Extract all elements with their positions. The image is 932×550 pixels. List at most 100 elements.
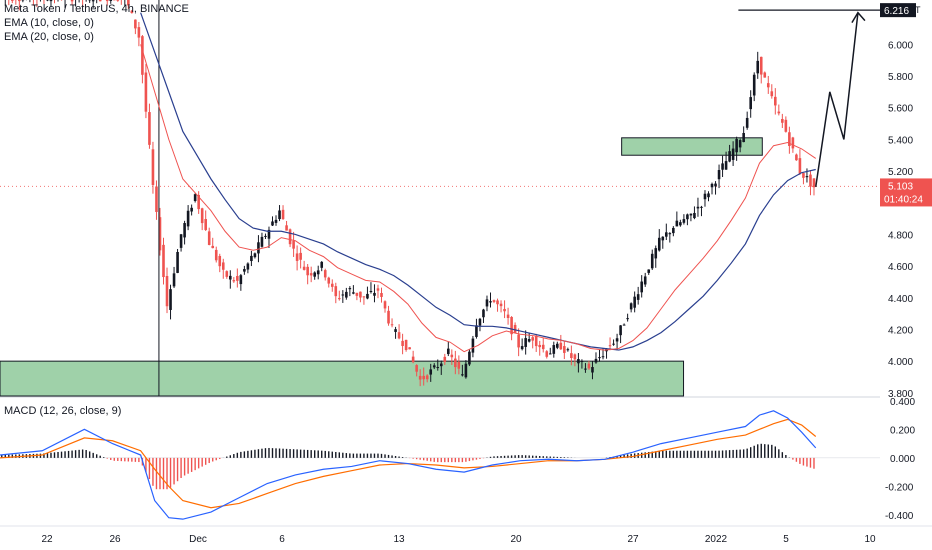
candle-body: [404, 339, 408, 350]
candle-body: [295, 253, 299, 261]
candle-body: [348, 288, 352, 290]
macd-tick-label: -0.400: [885, 511, 914, 522]
candle: [313, 271, 316, 280]
candle-body: [253, 253, 257, 258]
candle-body: [260, 236, 264, 247]
time-tick-label: 2022: [705, 534, 728, 545]
candle-body: [766, 83, 770, 88]
candle-body: [721, 163, 724, 170]
candle: [221, 258, 225, 279]
candle-body: [777, 111, 781, 114]
candle: [415, 364, 418, 377]
candle-body: [781, 118, 784, 123]
candle: [366, 286, 369, 300]
candle: [643, 272, 647, 287]
candle: [598, 349, 601, 362]
candle: [64, 0, 66, 9]
candle: [633, 291, 636, 313]
price-tick-label: 4.400: [888, 294, 913, 305]
candle: [197, 191, 200, 214]
candle: [359, 291, 362, 303]
candle: [292, 231, 295, 257]
candle: [236, 268, 239, 288]
candle-body: [190, 207, 193, 212]
candle-body: [749, 97, 752, 110]
candle-body: [756, 60, 760, 74]
candle: [506, 307, 510, 325]
candle-body: [566, 349, 570, 351]
candle-body: [376, 288, 380, 291]
candle-body: [791, 137, 795, 149]
candle-body: [735, 138, 738, 153]
candle-body: [11, 0, 14, 1]
symbol-title[interactable]: Meta Token / TetherUS, 4h, BINANCE: [4, 3, 189, 15]
candle-body: [144, 72, 148, 112]
candle-body: [98, 0, 102, 2]
candle-body: [369, 290, 373, 292]
candle: [548, 347, 552, 355]
candle-body: [91, 0, 95, 2]
candle: [541, 337, 545, 353]
candle-body: [320, 261, 324, 268]
candle: [70, 0, 74, 5]
candle-body: [703, 193, 707, 200]
candle-body: [752, 74, 756, 96]
candle: [468, 349, 471, 367]
candle-body: [763, 72, 767, 78]
support-zone: [0, 360, 685, 397]
price-tick-label: 5.200: [888, 167, 913, 178]
candle-body: [556, 343, 559, 348]
candle: [267, 226, 271, 248]
candle: [531, 335, 534, 349]
time-tick-label: 5: [783, 534, 789, 545]
candle: [373, 284, 376, 303]
candle-body: [447, 348, 450, 355]
candle-body: [204, 219, 207, 230]
candle: [169, 284, 172, 320]
candle: [738, 138, 742, 153]
macd-tick-label: 0.000: [890, 454, 915, 465]
ema-10-legend[interactable]: EMA (10, close, 0): [4, 17, 94, 29]
candle: [82, 0, 84, 7]
price-tick-label: 5.800: [888, 72, 913, 83]
candle-body: [334, 286, 338, 297]
candle: [798, 149, 802, 175]
candle: [345, 287, 348, 300]
candle: [770, 84, 774, 99]
candle-body: [341, 294, 345, 296]
candle: [682, 214, 686, 225]
candle-body: [707, 193, 710, 198]
macd-title[interactable]: MACD (12, 26, close, 9): [4, 405, 122, 417]
ema-20-legend[interactable]: EMA (20, close, 0): [4, 31, 94, 43]
candle: [281, 205, 285, 220]
candle: [134, 19, 137, 35]
candle: [274, 215, 278, 226]
candle-body: [700, 206, 703, 208]
candle-body: [577, 359, 580, 364]
candle-body: [563, 346, 566, 353]
candle-body: [591, 367, 594, 373]
candle: [745, 111, 749, 130]
candle: [584, 363, 587, 373]
candle: [214, 246, 218, 263]
candle-body: [246, 263, 250, 270]
candle: [689, 213, 693, 222]
candles-layer: [4, 0, 816, 396]
annotation-layer: [738, 9, 880, 188]
candle-body: [478, 318, 482, 326]
candle-body: [281, 209, 285, 220]
candle: [323, 268, 327, 281]
candle-body: [534, 335, 538, 347]
candle: [766, 75, 770, 94]
candle-body: [559, 342, 563, 350]
candle: [387, 305, 390, 326]
time-tick-label: 13: [393, 534, 405, 545]
candle-body: [141, 36, 144, 75]
candle-body: [693, 212, 696, 219]
candle-body: [418, 375, 422, 380]
candle: [278, 205, 281, 222]
candle: [788, 126, 791, 154]
candle: [556, 341, 559, 350]
candle: [162, 237, 165, 285]
candle-body: [626, 318, 629, 320]
